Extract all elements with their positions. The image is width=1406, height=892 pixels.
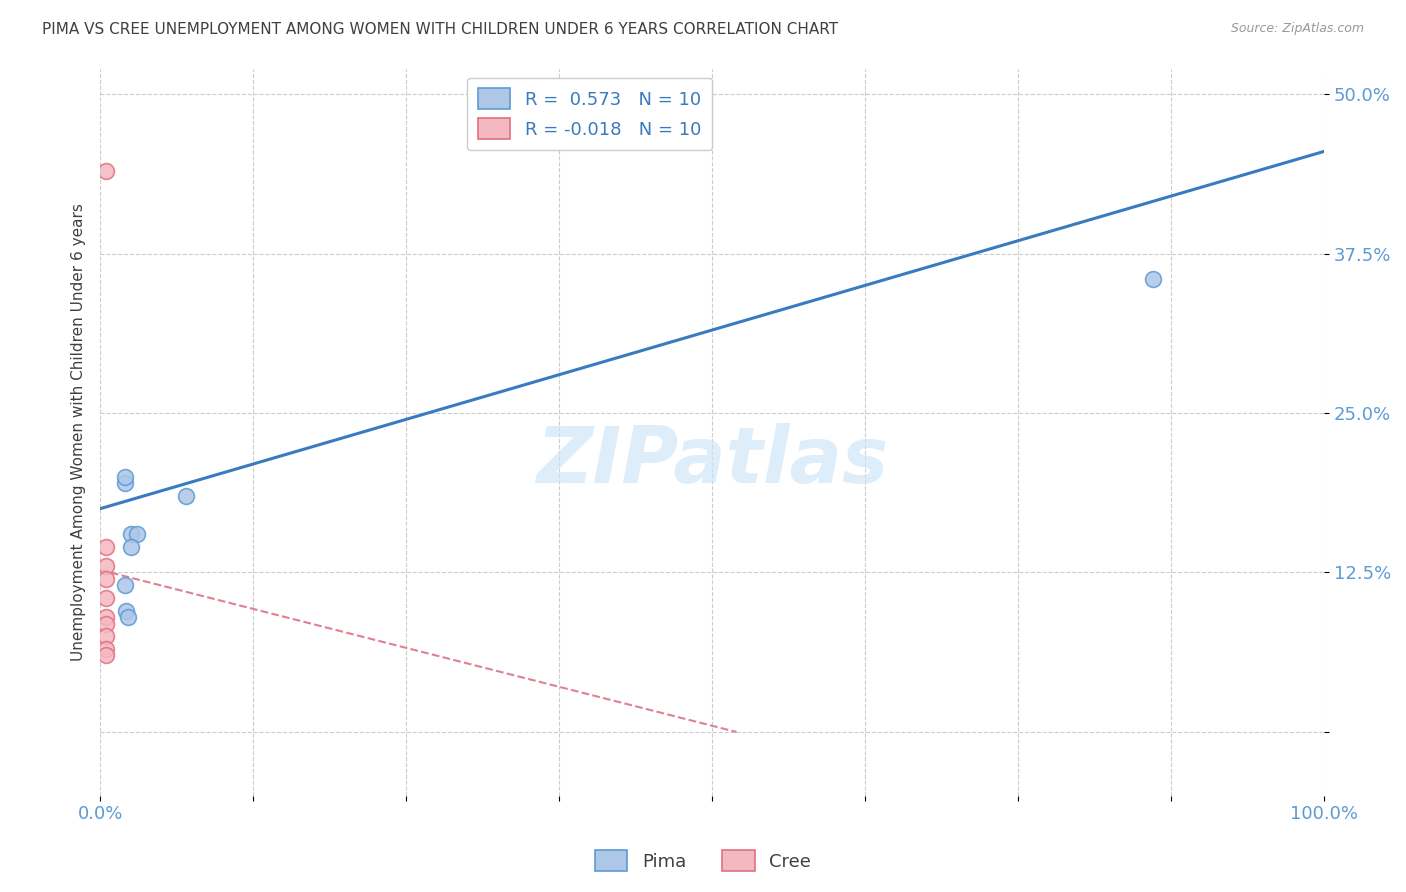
Point	[96, 648, 118, 663]
Point	[96, 642, 118, 657]
Legend: Pima, Cree: Pima, Cree	[588, 843, 818, 879]
Point	[96, 559, 118, 574]
Point	[96, 163, 118, 178]
Point	[114, 578, 136, 592]
Point	[120, 527, 142, 541]
Point	[125, 527, 148, 541]
Text: PIMA VS CREE UNEMPLOYMENT AMONG WOMEN WITH CHILDREN UNDER 6 YEARS CORRELATION CH: PIMA VS CREE UNEMPLOYMENT AMONG WOMEN WI…	[42, 22, 838, 37]
Point	[96, 616, 118, 631]
Point	[114, 470, 136, 484]
Point	[96, 610, 118, 624]
Point	[96, 591, 118, 605]
Point	[117, 610, 139, 624]
Point	[96, 572, 118, 586]
Point	[120, 540, 142, 554]
Legend: R =  0.573   N = 10, R = -0.018   N = 10: R = 0.573 N = 10, R = -0.018 N = 10	[467, 78, 711, 150]
Point	[1142, 272, 1164, 286]
Point	[114, 476, 136, 491]
Point	[114, 604, 136, 618]
Y-axis label: Unemployment Among Women with Children Under 6 years: Unemployment Among Women with Children U…	[72, 203, 86, 661]
Text: Source: ZipAtlas.com: Source: ZipAtlas.com	[1230, 22, 1364, 36]
Point	[96, 629, 118, 643]
Point	[96, 540, 118, 554]
Point	[174, 489, 197, 503]
Text: ZIPatlas: ZIPatlas	[536, 423, 889, 500]
